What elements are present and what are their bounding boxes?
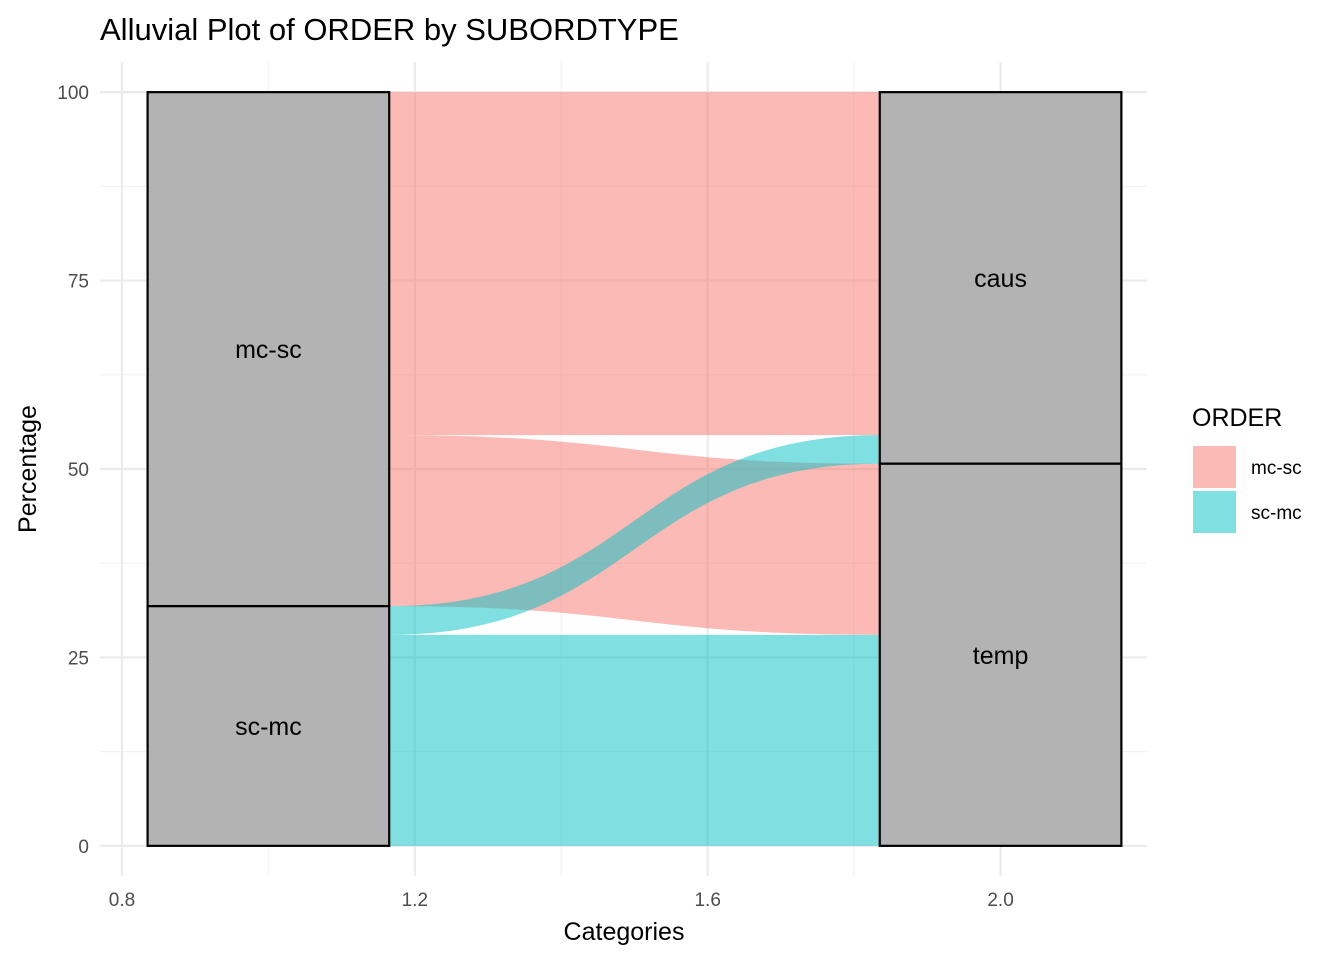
stratum-sc-mc: [146, 605, 391, 847]
stratum-label-sc-mc: sc-mc: [235, 713, 302, 741]
x-tick-label: 1.2: [402, 890, 428, 911]
strata: mc-sc sc-mc caus temp: [146, 91, 1123, 847]
legend-label-mc-sc: mc-sc: [1251, 458, 1302, 479]
legend-title: ORDER: [1192, 404, 1282, 432]
y-axis-title: Percentage: [14, 405, 42, 533]
y-tick-label: 100: [57, 83, 89, 104]
x-tick-label: 1.6: [694, 890, 720, 911]
y-tick-label: 50: [68, 460, 89, 481]
legend-swatch-mc-sc: [1193, 446, 1236, 488]
stratum-caus: [878, 91, 1123, 465]
tick-labels: 0 25 50 75 100 0.8 1.2 1.6 2.0: [57, 83, 1013, 911]
x-tick-label: 0.8: [109, 890, 135, 911]
flow-sc-mc-to-temp: [389, 634, 880, 846]
flow-mc-sc-to-caus: [389, 92, 880, 436]
flow-sc-mc-to-caus: [389, 435, 880, 635]
x-tick-label: 2.0: [987, 890, 1013, 911]
legend-label-sc-mc: sc-mc: [1251, 503, 1302, 524]
flows: [389, 92, 880, 846]
y-tick-label: 75: [68, 272, 89, 293]
stratum-mc-sc: [146, 91, 391, 608]
stratum-label-temp: temp: [973, 642, 1029, 670]
chart-title: Alluvial Plot of ORDER by SUBORDTYPE: [100, 12, 679, 47]
legend: ORDER mc-sc sc-mc: [1192, 404, 1302, 533]
stratum-temp: [878, 462, 1123, 847]
y-tick-label: 0: [78, 837, 89, 858]
stratum-label-mc-sc: mc-sc: [235, 336, 302, 364]
stratum-label-caus: caus: [974, 265, 1027, 293]
legend-swatch-sc-mc: [1193, 491, 1236, 533]
x-axis-title: Categories: [564, 918, 685, 946]
y-tick-label: 25: [68, 648, 89, 669]
